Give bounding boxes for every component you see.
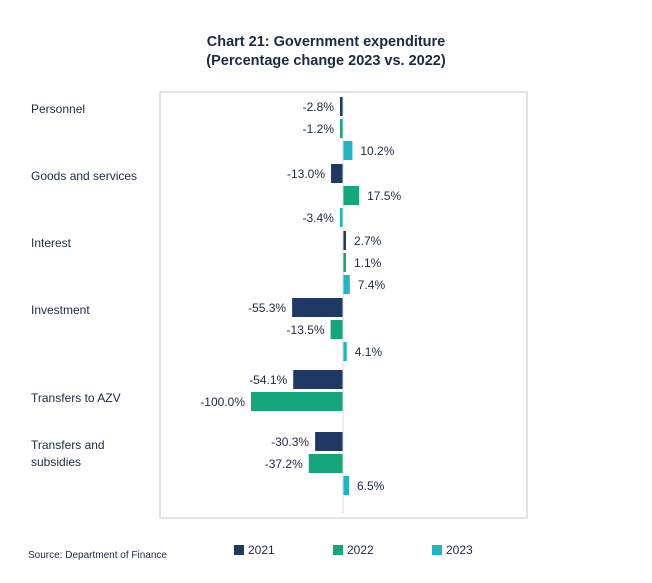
data-label: -100.0% <box>200 395 245 409</box>
bar-2021 <box>331 164 343 183</box>
legend-item-2022: 2022 <box>333 543 374 557</box>
plot-area-border <box>159 91 528 519</box>
data-label: -3.4% <box>303 211 335 225</box>
legend-swatch-2023 <box>432 545 442 555</box>
data-label: -55.3% <box>248 301 286 315</box>
data-label: 2.7% <box>354 234 382 248</box>
data-label: 1.1% <box>354 256 382 270</box>
data-label: 4.1% <box>355 345 383 359</box>
chart-title: Chart 21: Government expenditure <box>206 34 446 50</box>
data-label: 17.5% <box>367 189 401 203</box>
bar-2021 <box>292 298 343 317</box>
bar-2021 <box>340 97 343 116</box>
legend-item-2023: 2023 <box>432 543 473 557</box>
bar-2021 <box>293 370 343 389</box>
chart-subtitle: (Percentage change 2023 vs. 2022) <box>206 53 446 69</box>
source-note: Source: Department of Finance <box>28 550 167 561</box>
bar-2022 <box>308 454 343 473</box>
bar-2023 <box>343 342 347 361</box>
legend-label-2023: 2023 <box>446 543 473 557</box>
category-label: Transfers to AZV <box>31 391 121 405</box>
bar-2022 <box>340 119 343 138</box>
bar-2021 <box>315 432 343 451</box>
data-label: -30.3% <box>271 435 309 449</box>
category-label: Interest <box>31 236 72 250</box>
data-label: -1.2% <box>303 122 335 136</box>
data-label: -54.1% <box>249 373 287 387</box>
legend-label-2021: 2021 <box>248 543 275 557</box>
bar-2023 <box>343 275 350 294</box>
data-label: 7.4% <box>358 278 386 292</box>
bar-2023 <box>339 208 343 227</box>
bar-2021 <box>343 231 346 250</box>
bar-2023 <box>343 476 349 495</box>
bar-2022 <box>343 186 360 205</box>
category-label: Goods and services <box>31 169 137 183</box>
data-label: 10.2% <box>360 144 394 158</box>
bar-2022 <box>330 320 343 339</box>
legend-swatch-2021 <box>234 545 244 555</box>
data-label: -2.8% <box>303 100 335 114</box>
data-label: -13.0% <box>287 167 325 181</box>
legend-label-2022: 2022 <box>347 543 374 557</box>
category-label: Transfers and <box>31 438 105 452</box>
data-label: 6.5% <box>357 479 385 493</box>
legend-swatch-2022 <box>333 545 343 555</box>
bar-2023 <box>343 141 353 160</box>
legend-item-2021: 2021 <box>234 543 275 557</box>
data-label: -37.2% <box>265 457 303 471</box>
bar-2022 <box>251 392 343 411</box>
category-label: subsidies <box>31 455 81 469</box>
category-label: Personnel <box>31 102 85 116</box>
bar-2022 <box>343 253 346 272</box>
category-label: Investment <box>31 303 90 317</box>
data-label: -13.5% <box>287 323 325 337</box>
